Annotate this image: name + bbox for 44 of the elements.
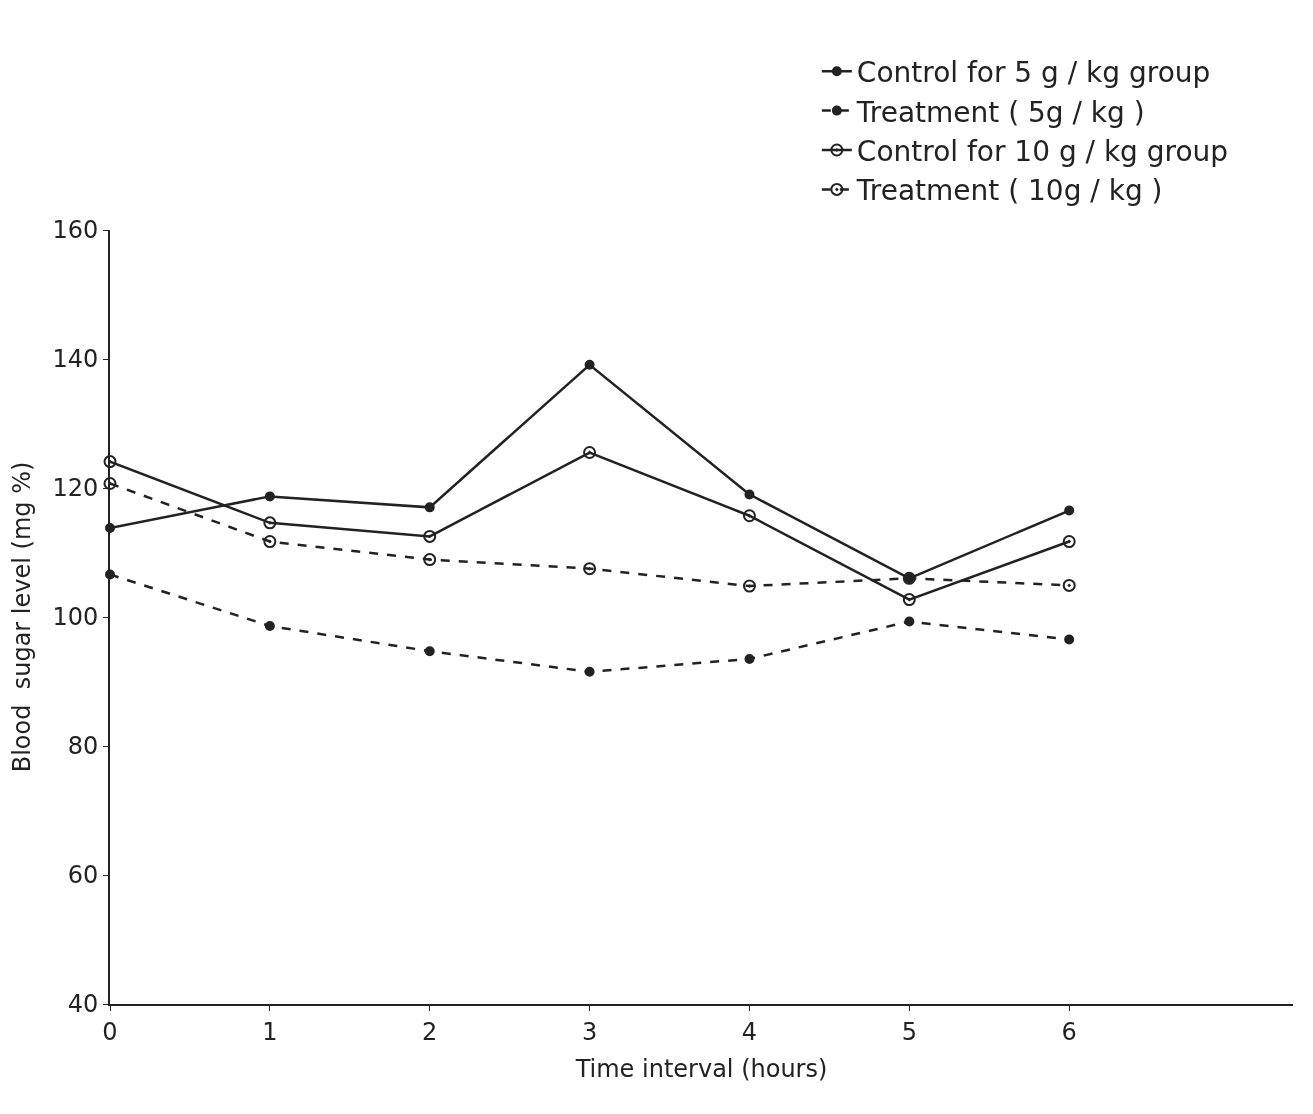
y-tick-label: 100 <box>52 603 99 632</box>
point <box>583 446 597 460</box>
point <box>584 359 595 370</box>
point <box>904 616 915 627</box>
x-tick-label: 6 <box>1061 1017 1077 1046</box>
y-tick-label: 80 <box>67 732 99 761</box>
point <box>423 553 437 567</box>
point <box>584 666 595 677</box>
point <box>902 593 916 607</box>
point <box>744 489 755 500</box>
point <box>1064 505 1075 516</box>
legend-label: Control for 5 g / kg group <box>856 56 1211 90</box>
point <box>424 646 435 657</box>
point <box>742 509 756 523</box>
x-tick-label: 1 <box>262 1017 278 1046</box>
legend-label: Treatment ( 10g / kg ) <box>855 174 1163 208</box>
legend-label: Control for 10 g / kg group <box>856 134 1229 168</box>
x-tick-label: 2 <box>422 1017 438 1046</box>
y-axis-title: Blood sugar level (mg %) <box>7 461 36 773</box>
point <box>103 476 117 490</box>
point <box>423 529 437 543</box>
y-tick-label: 140 <box>52 345 99 374</box>
point <box>1062 535 1076 549</box>
point <box>263 535 277 549</box>
x-tick-label: 0 <box>102 1017 118 1046</box>
point <box>263 516 277 530</box>
y-tick-label: 40 <box>67 990 99 1019</box>
y-tick-label: 160 <box>52 216 99 245</box>
point <box>583 562 597 576</box>
point <box>1062 578 1076 592</box>
point <box>742 579 756 593</box>
point <box>744 653 755 664</box>
y-tick-label: 60 <box>67 861 99 890</box>
point <box>264 621 275 632</box>
point <box>103 455 117 469</box>
point <box>424 502 435 513</box>
x-tick-label: 3 <box>581 1017 598 1046</box>
point <box>1064 634 1075 645</box>
x-axis-title: Time interval (hours) <box>574 1054 828 1083</box>
y-tick-label: 120 <box>52 474 99 503</box>
x-tick-label: 5 <box>901 1017 917 1046</box>
legend-label: Treatment ( 5g / kg ) <box>855 95 1145 129</box>
x-tick-label: 4 <box>741 1017 758 1046</box>
point <box>264 491 275 502</box>
